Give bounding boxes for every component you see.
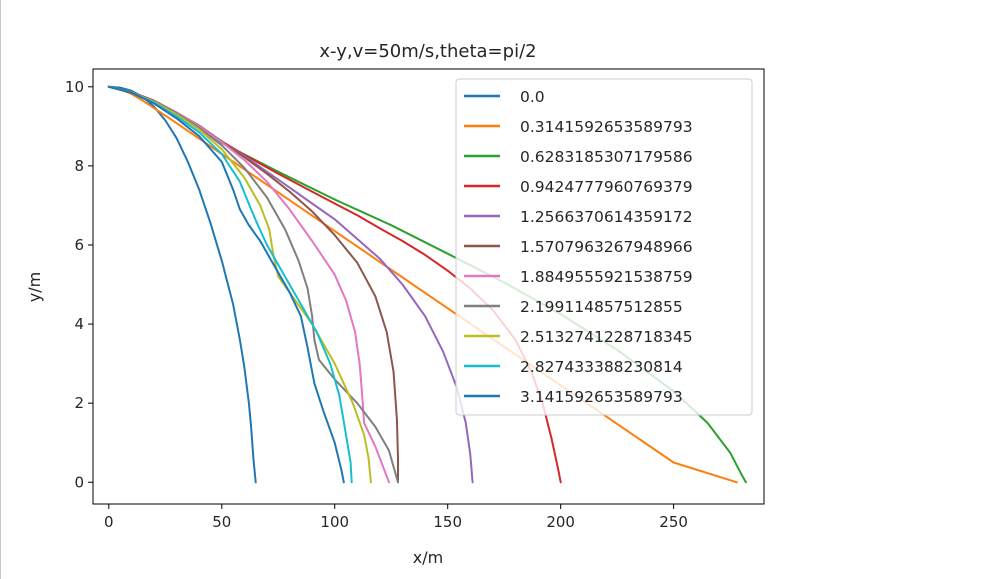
x-tick-label-5: 250 — [659, 513, 688, 531]
series-line-9 — [107, 85, 353, 484]
legend-label-10: 3.141592653589793 — [520, 388, 683, 406]
legend-label-3: 0.9424777960769379 — [520, 178, 693, 196]
legend-label-7: 2.199114857512855 — [520, 298, 683, 316]
legend-label-4: 1.2566370614359172 — [520, 208, 693, 226]
y-tick-label-2: 4 — [74, 315, 84, 333]
x-tick-label-2: 100 — [320, 513, 349, 531]
ticks-layer: 0 50 100 150 200 250 0 2 4 6 8 10 — [65, 78, 688, 531]
series-layer — [107, 85, 747, 484]
series-line-8 — [107, 85, 372, 484]
legend-label-6: 1.8849555921538759 — [520, 268, 693, 286]
x-tick-label-1: 50 — [212, 513, 231, 531]
legend: 0.0 0.3141592653589793 0.6283185307179586 0… — [455, 78, 753, 416]
series-line-10 — [107, 85, 345, 484]
x-axis-label: x/m — [413, 548, 443, 567]
legend-label-8: 2.5132741228718345 — [520, 328, 693, 346]
legend-label-1: 0.3141592653589793 — [520, 118, 693, 136]
legend-label-5: 1.5707963267948966 — [520, 238, 693, 256]
y-axis-label: y/m — [25, 272, 44, 302]
window-left-border — [0, 0, 1, 579]
legend-label-0: 0.0 — [520, 88, 545, 106]
x-tick-label-3: 150 — [433, 513, 462, 531]
x-tick-label-0: 0 — [104, 513, 114, 531]
legend-label-9: 2.827433388230814 — [520, 358, 683, 376]
y-tick-label-1: 2 — [74, 394, 84, 412]
series-line-7 — [107, 85, 399, 484]
chart-title: x-y,v=50m/s,theta=pi/2 — [319, 41, 536, 62]
y-tick-label-3: 6 — [74, 236, 84, 254]
x-tick-label-4: 200 — [546, 513, 575, 531]
y-tick-label-0: 0 — [74, 473, 84, 491]
y-tick-label-4: 8 — [74, 157, 84, 175]
legend-label-2: 0.6283185307179586 — [520, 148, 693, 166]
legend-frame — [455, 78, 753, 416]
y-tick-label-5: 10 — [65, 78, 84, 96]
